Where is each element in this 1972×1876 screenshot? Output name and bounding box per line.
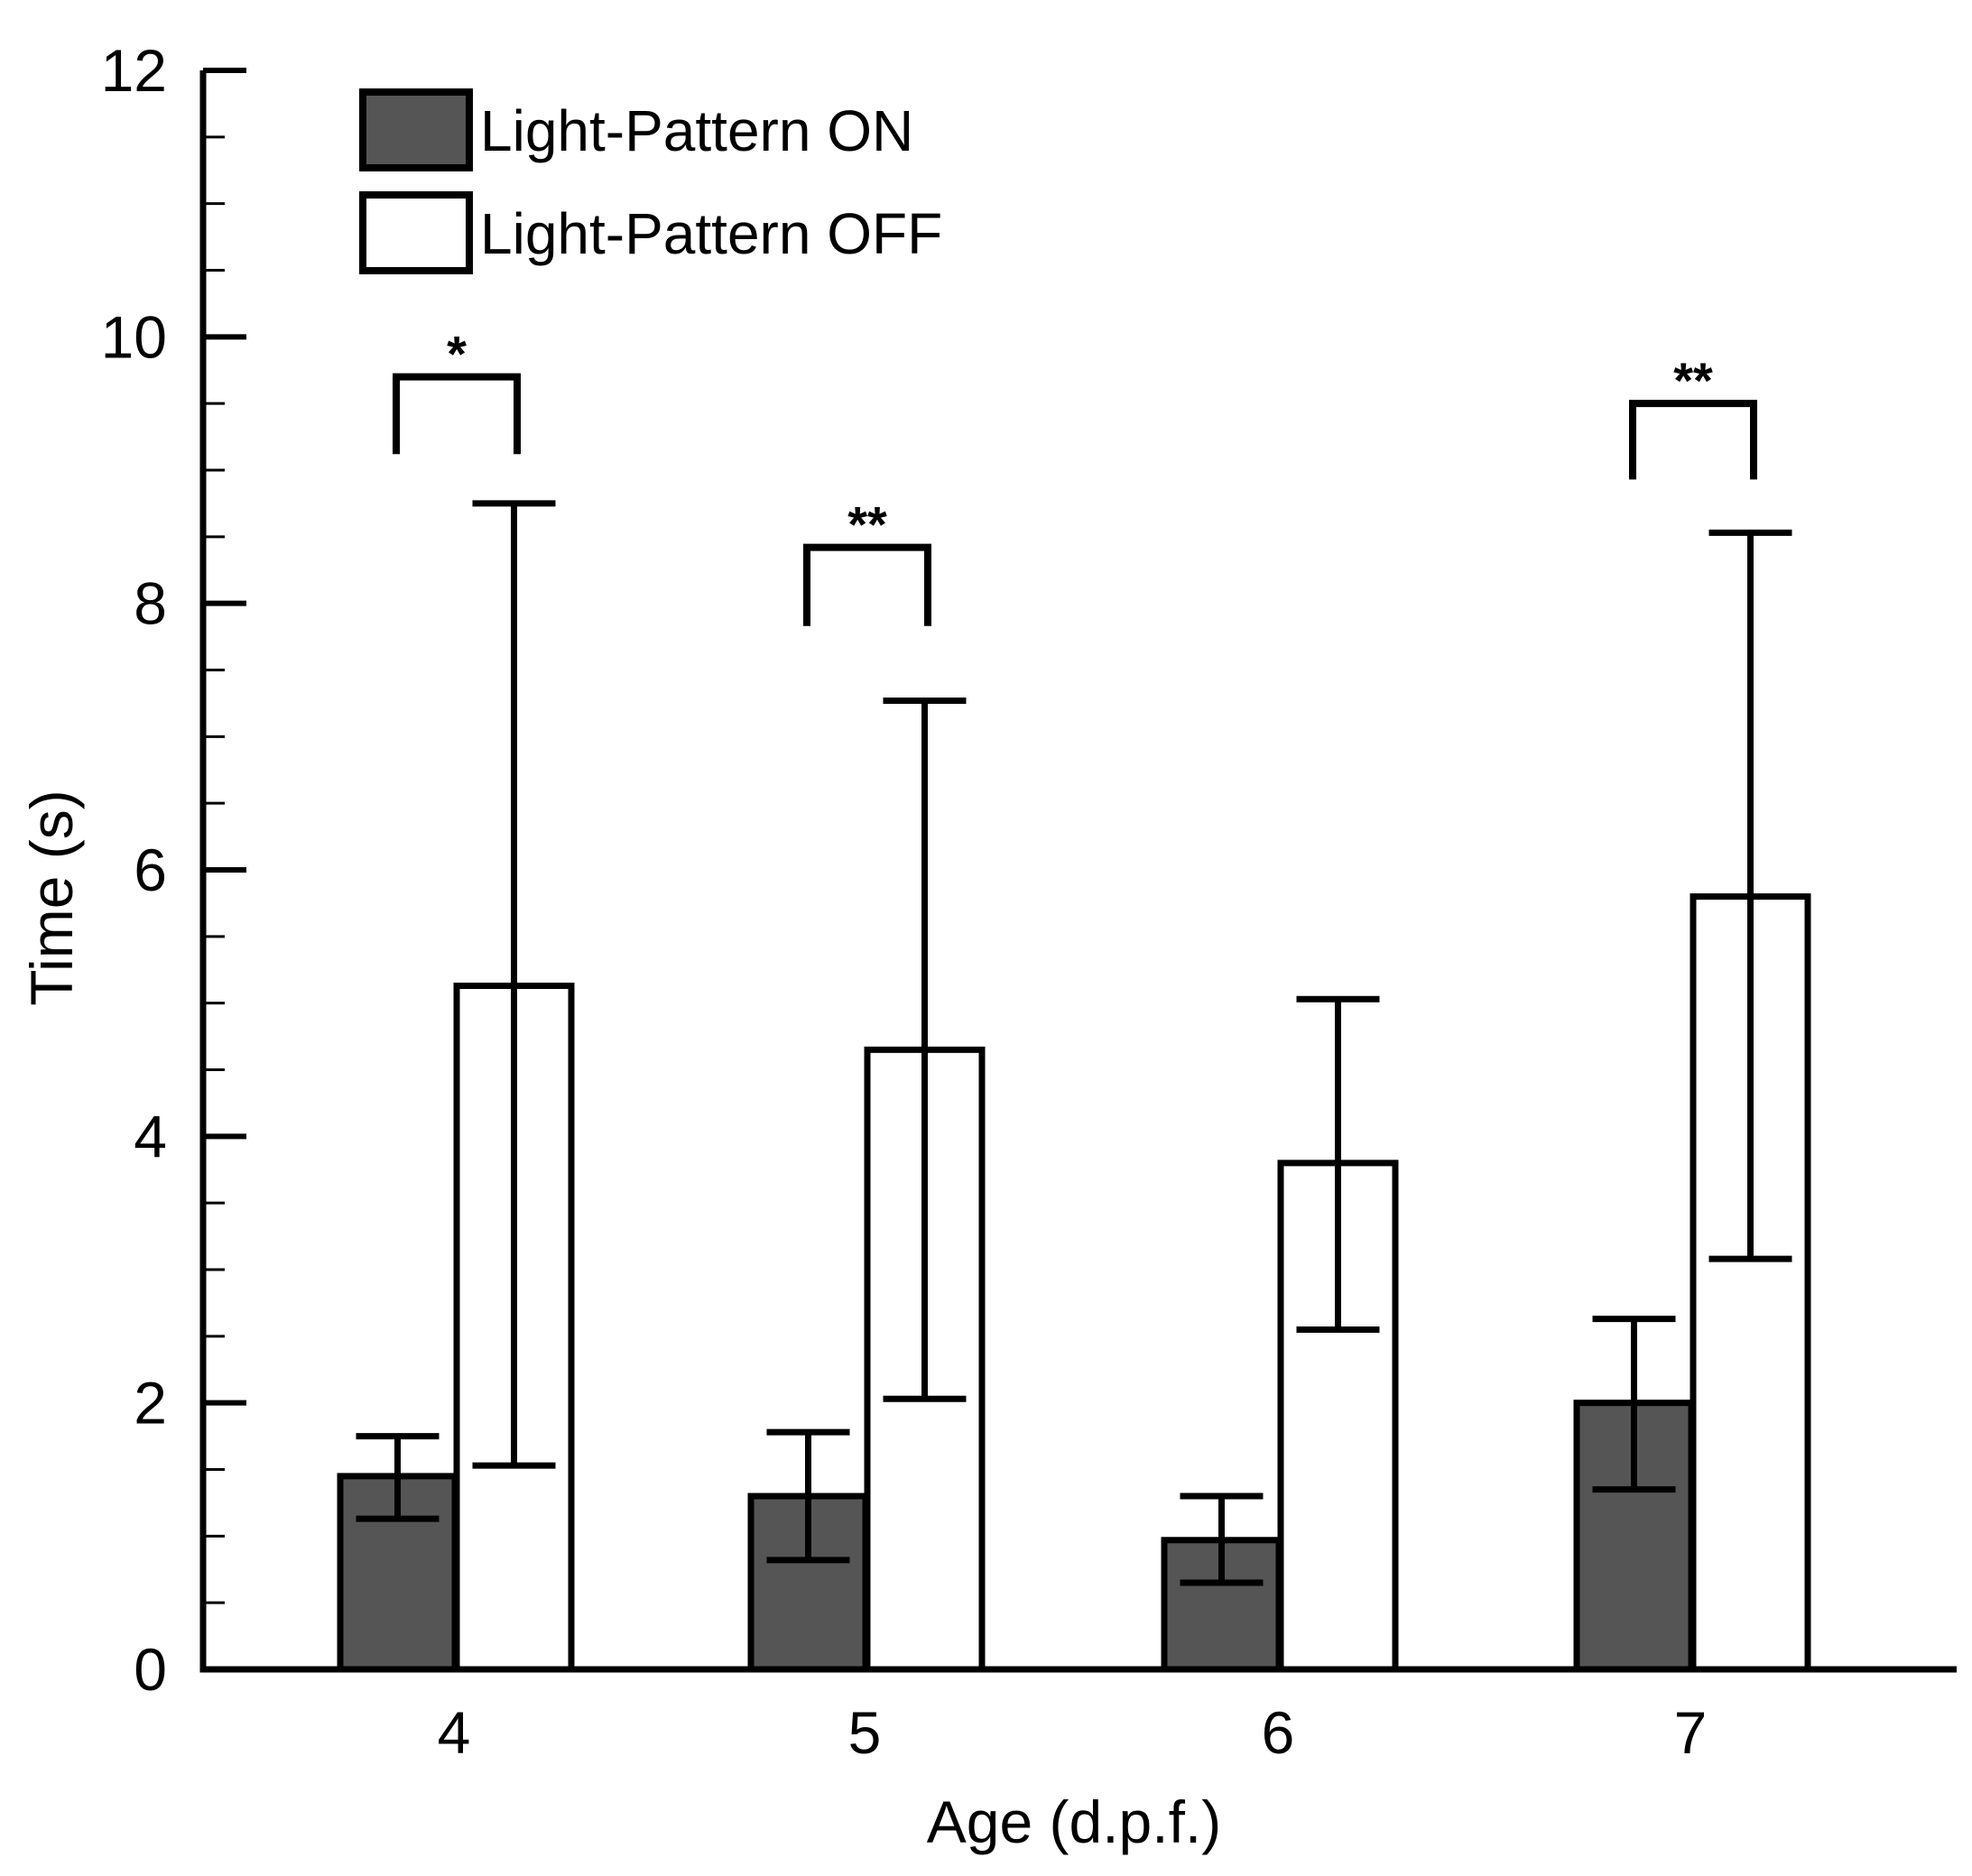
- x-tick-label: 7: [1674, 1699, 1708, 1766]
- x-tick-label: 6: [1262, 1699, 1295, 1766]
- x-tick-label: 4: [438, 1699, 471, 1766]
- x-axis-title: Age (d.p.f.): [927, 1788, 1222, 1855]
- legend-label: Light-Pattern OFF: [480, 201, 942, 266]
- significance-label: **: [847, 496, 887, 553]
- significance-bracket: [803, 543, 931, 626]
- legend-swatch-light-off: [359, 191, 473, 274]
- error-bars: [356, 500, 1792, 1586]
- y-axis-title: Time (s): [18, 790, 85, 1006]
- significance-markers: *****: [393, 326, 1757, 626]
- legend: Light-Pattern ON Light-Pattern OFF: [359, 88, 942, 274]
- legend-label: Light-Pattern ON: [480, 98, 913, 163]
- significance-bracket: [393, 373, 521, 455]
- x-tick-label: 5: [848, 1699, 882, 1766]
- significance-bracket: [1629, 400, 1757, 480]
- y-tick-label: 6: [134, 836, 167, 903]
- y-tick-label: 2: [134, 1370, 167, 1437]
- y-tick-label: 4: [134, 1103, 167, 1169]
- y-tick-label: 12: [101, 37, 167, 104]
- y-tick-label: 0: [134, 1636, 167, 1703]
- y-tick-label: 10: [101, 303, 167, 370]
- legend-swatch-light-on: [359, 88, 473, 171]
- y-tick-label: 8: [134, 570, 167, 637]
- bars: [337, 893, 1811, 1673]
- significance-label: **: [1673, 352, 1713, 409]
- significance-label: *: [447, 326, 467, 383]
